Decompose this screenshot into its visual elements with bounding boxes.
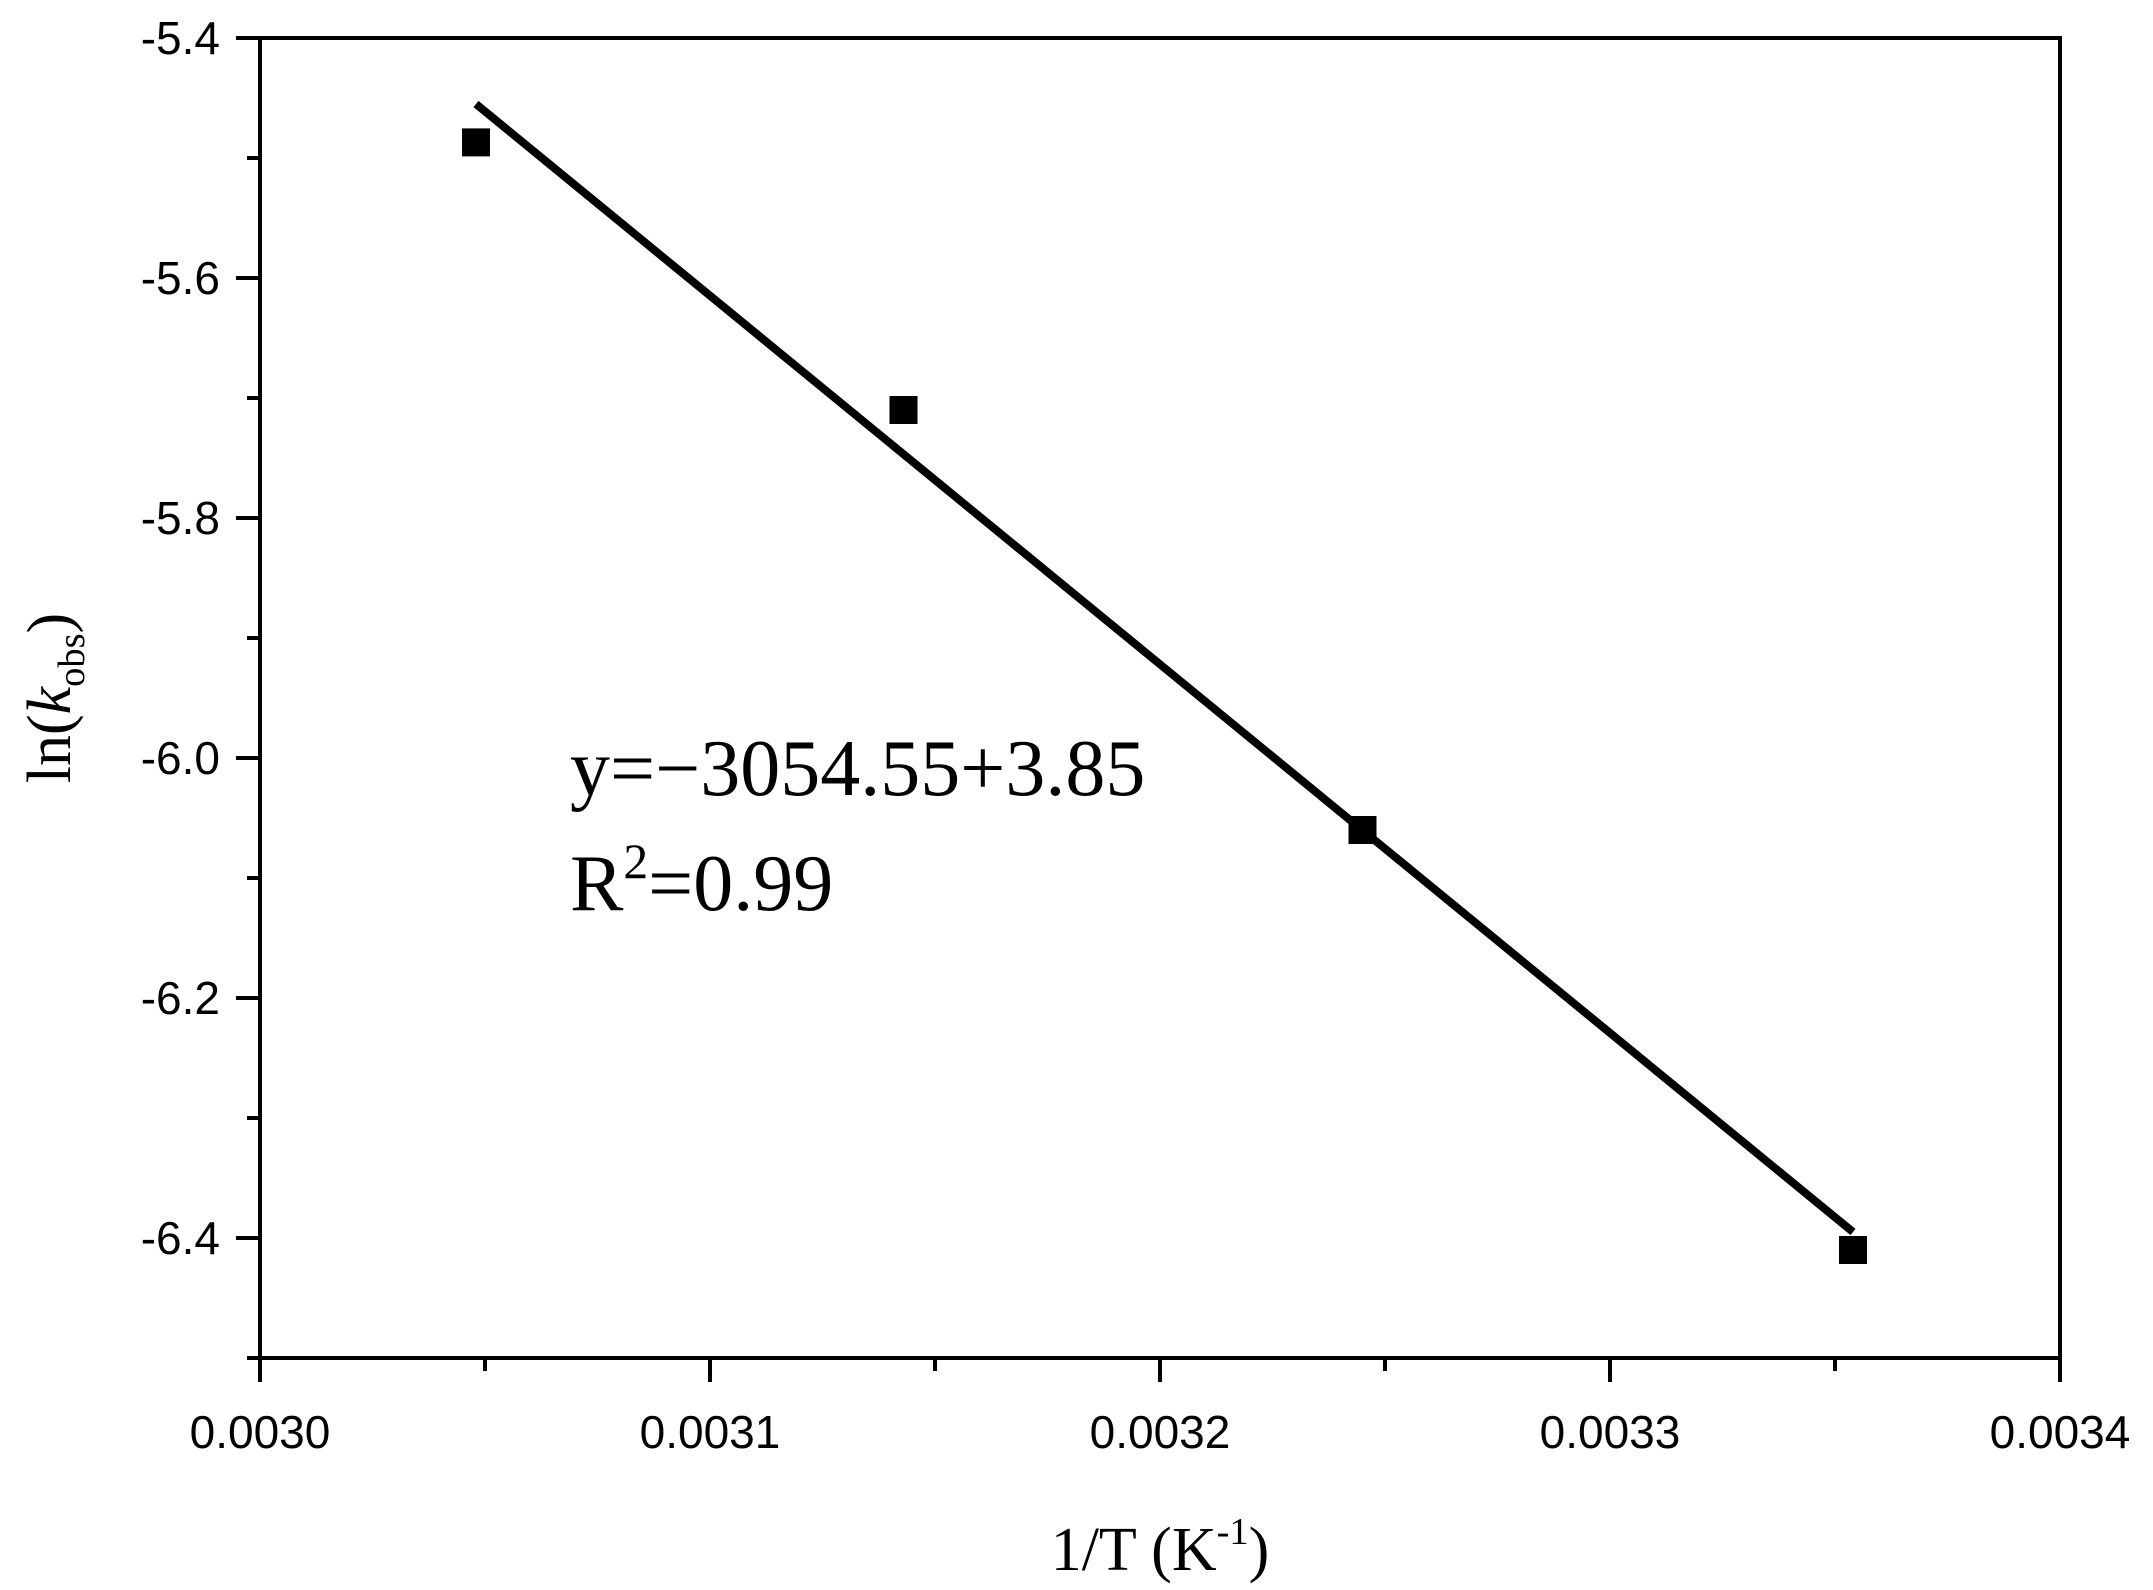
y-tick-label: -6.0	[141, 732, 220, 784]
data-points	[462, 128, 1867, 1264]
fit-equation: y=−3054.55+3.85	[570, 725, 1145, 813]
data-point	[1839, 1236, 1867, 1264]
data-point	[462, 128, 490, 157]
x-tick-label: 0.0030	[190, 1406, 331, 1458]
x-tick-label: 0.0031	[640, 1406, 781, 1458]
plot-frame	[258, 36, 2062, 1360]
y-tick-label: -5.6	[141, 252, 220, 304]
y-tick-label: -6.4	[141, 1212, 220, 1264]
y-tick-label: -5.4	[141, 12, 220, 64]
fit-line-group	[473, 100, 1856, 1236]
data-point	[889, 396, 918, 424]
x-tick-label: 0.0034	[1990, 1406, 2131, 1458]
data-point	[1348, 816, 1377, 844]
x-tick-label: 0.0033	[1540, 1406, 1681, 1458]
y-tick-label: -6.2	[141, 972, 220, 1024]
y-axis-title: ln(kobs)	[16, 613, 93, 783]
y-tick-label: -5.8	[141, 492, 220, 544]
x-tick-label: 0.0032	[1090, 1406, 1231, 1458]
fit-line	[473, 100, 1856, 1236]
x-axis-title: 1/T (K-1)	[1051, 1511, 1270, 1584]
r-squared: R2=0.99	[570, 834, 833, 928]
axis-ticks: 0.0030 0.0031 0.0032 0.0033 0.0034 -5.4 -5.6 -5…	[141, 12, 2131, 1458]
